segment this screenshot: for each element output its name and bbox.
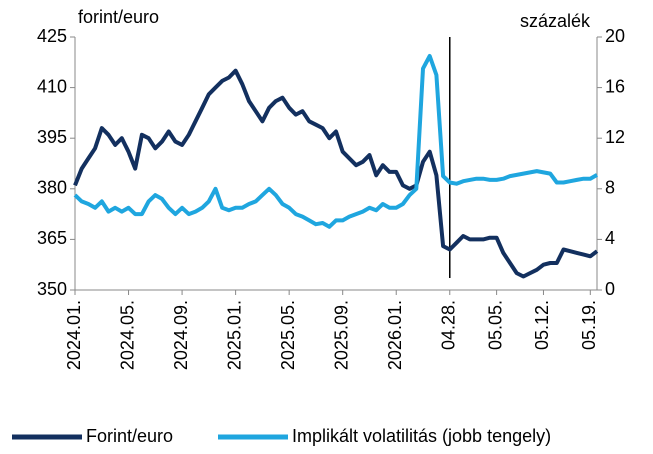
x-tick-label: 05.05. bbox=[485, 300, 505, 350]
y-tick-label: 395 bbox=[37, 127, 67, 147]
y-tick-label: 350 bbox=[37, 279, 67, 299]
x-tick-label: 2024.09. bbox=[171, 300, 191, 370]
x-tick-label: 2025.05. bbox=[278, 300, 298, 370]
y-tick-label: 365 bbox=[37, 228, 67, 248]
series-line bbox=[73, 68, 599, 279]
y-tick-label: 425 bbox=[37, 26, 67, 46]
y2-tick-label: 20 bbox=[605, 26, 625, 46]
y2-tick-label: 12 bbox=[605, 127, 625, 147]
x-tick-label: 2025.09. bbox=[331, 300, 351, 370]
y2-tick-label: 16 bbox=[605, 76, 625, 96]
y-tick-label: 410 bbox=[37, 76, 67, 96]
x-tick-label: 2025.01. bbox=[224, 300, 244, 370]
series-line bbox=[73, 54, 598, 229]
legend-label: Implikált volatilitás (jobb tengely) bbox=[292, 426, 551, 446]
x-tick-label: 2024.05. bbox=[117, 300, 137, 370]
y-axis-label: forint/euro bbox=[78, 7, 159, 27]
y2-tick-label: 8 bbox=[605, 178, 615, 198]
y-tick-label: 380 bbox=[37, 178, 67, 198]
legend-label: Forint/euro bbox=[86, 426, 173, 446]
y2-axis-label: százalék bbox=[520, 11, 591, 31]
x-tick-label: 05.12. bbox=[532, 300, 552, 350]
y2-tick-label: 0 bbox=[605, 279, 615, 299]
y2-tick-label: 4 bbox=[605, 228, 615, 248]
x-tick-label: 04.28. bbox=[439, 300, 459, 350]
x-tick-label: 2024.01. bbox=[64, 300, 84, 370]
x-tick-label: 2026.01. bbox=[385, 300, 405, 370]
x-tick-label: 05.19. bbox=[579, 300, 599, 350]
